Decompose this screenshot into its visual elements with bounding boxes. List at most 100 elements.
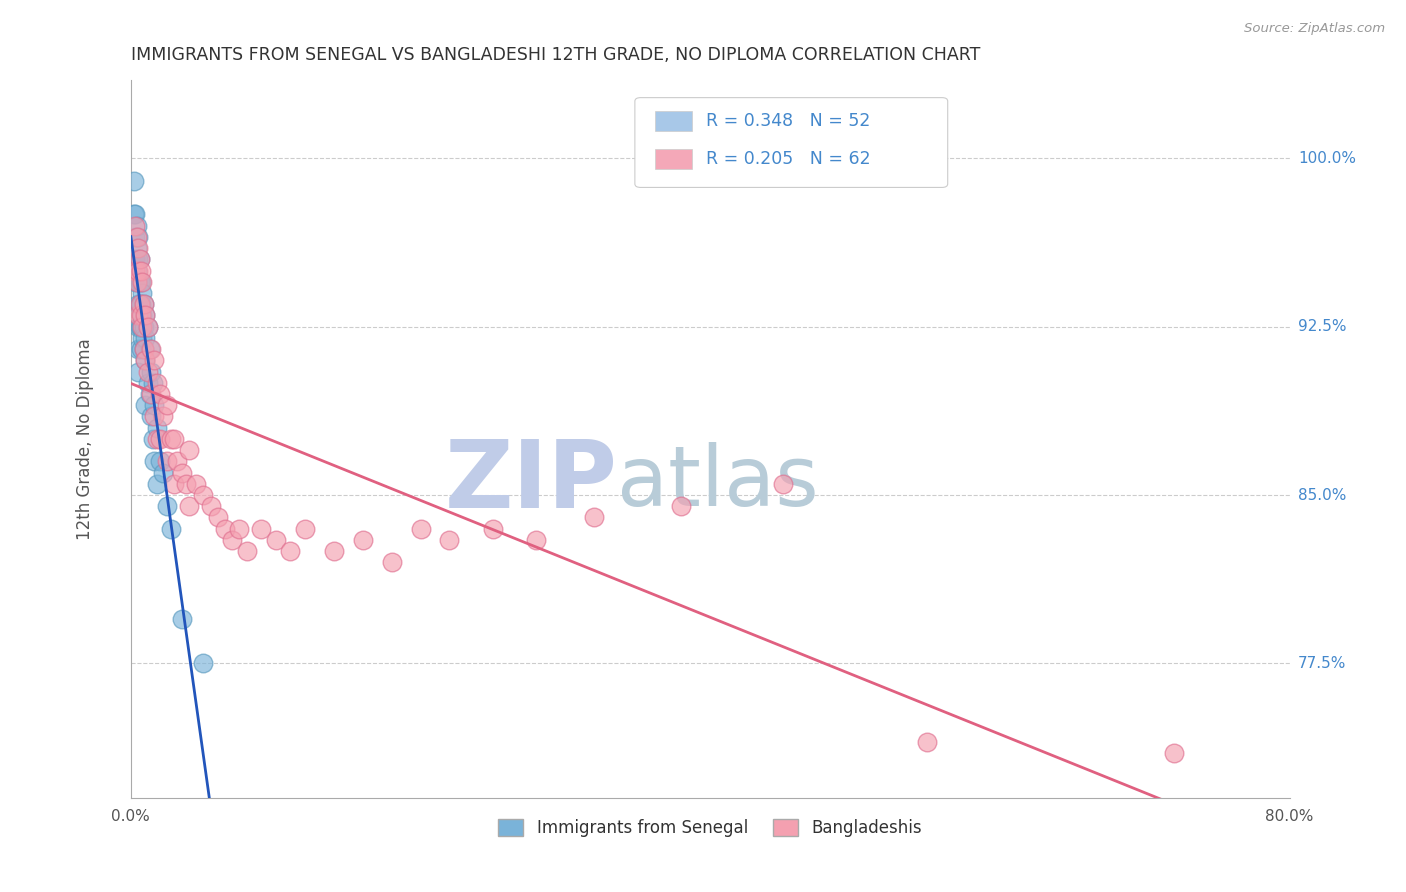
Point: [124, 207, 146, 221]
Text: 77.5%: 77.5%: [1298, 656, 1346, 671]
Point: [134, 331, 156, 345]
Point: [352, 533, 374, 547]
Point: [160, 522, 183, 536]
Point: [136, 365, 159, 379]
Text: ZIP: ZIP: [444, 436, 617, 528]
Point: [129, 297, 152, 311]
Text: atlas: atlas: [617, 442, 820, 523]
Point: [127, 365, 149, 379]
Point: [136, 376, 159, 390]
Point: [207, 510, 229, 524]
Point: [264, 533, 287, 547]
Point: [125, 230, 148, 244]
Point: [149, 454, 172, 468]
Point: [127, 275, 149, 289]
Point: [142, 376, 165, 390]
Point: [124, 275, 146, 289]
Text: IMMIGRANTS FROM SENEGAL VS BANGLADESHI 12TH GRADE, NO DIPLOMA CORRELATION CHART: IMMIGRANTS FROM SENEGAL VS BANGLADESHI 1…: [131, 46, 980, 64]
Point: [139, 409, 162, 424]
Point: [142, 432, 165, 446]
Text: 85.0%: 85.0%: [1298, 488, 1346, 502]
Point: [127, 252, 149, 267]
Text: 0.0%: 0.0%: [111, 809, 150, 824]
Point: [128, 252, 150, 267]
Point: [139, 365, 162, 379]
Point: [166, 454, 188, 468]
Point: [177, 500, 200, 514]
Point: [156, 500, 179, 514]
Point: [129, 263, 152, 277]
Point: [124, 219, 146, 233]
Text: 12th Grade, No Diploma: 12th Grade, No Diploma: [76, 338, 94, 540]
Point: [125, 241, 148, 255]
Point: [124, 252, 146, 267]
Point: [125, 263, 148, 277]
Legend: Immigrants from Senegal, Bangladeshis: Immigrants from Senegal, Bangladeshis: [492, 813, 928, 844]
Point: [122, 174, 145, 188]
Point: [143, 409, 166, 424]
Point: [146, 476, 169, 491]
Point: [170, 466, 193, 480]
Point: [131, 285, 153, 300]
Point: [228, 522, 250, 536]
Point: [138, 387, 160, 401]
Point: [146, 420, 169, 434]
Point: [124, 263, 146, 277]
Point: [134, 309, 156, 323]
Point: [139, 387, 162, 401]
Point: [1163, 746, 1185, 760]
Point: [149, 432, 172, 446]
Point: [146, 432, 169, 446]
Point: [221, 533, 243, 547]
Point: [136, 319, 159, 334]
Point: [146, 376, 169, 390]
Point: [136, 319, 159, 334]
Point: [671, 500, 693, 514]
FancyBboxPatch shape: [655, 112, 692, 131]
Point: [250, 522, 273, 536]
Point: [128, 319, 150, 334]
Point: [128, 297, 150, 311]
Point: [482, 522, 505, 536]
Point: [127, 297, 149, 311]
Point: [131, 309, 153, 323]
Point: [124, 230, 146, 244]
Point: [129, 319, 152, 334]
Point: [128, 252, 150, 267]
FancyBboxPatch shape: [655, 149, 692, 169]
Text: 100.0%: 100.0%: [1298, 151, 1355, 166]
Point: [134, 309, 156, 323]
Point: [439, 533, 461, 547]
Point: [772, 476, 794, 491]
Point: [125, 219, 148, 233]
Point: [131, 319, 153, 334]
Point: [294, 522, 316, 536]
Point: [132, 297, 155, 311]
Point: [278, 544, 301, 558]
Point: [125, 275, 148, 289]
Point: [524, 533, 547, 547]
Point: [177, 443, 200, 458]
Point: [156, 454, 179, 468]
Point: [149, 387, 172, 401]
Point: [139, 342, 162, 356]
FancyBboxPatch shape: [636, 97, 948, 187]
Point: [132, 319, 155, 334]
Point: [184, 476, 207, 491]
Point: [132, 342, 155, 356]
Point: [128, 297, 150, 311]
Text: Source: ZipAtlas.com: Source: ZipAtlas.com: [1244, 22, 1385, 36]
Point: [128, 275, 150, 289]
Point: [143, 398, 166, 412]
Point: [409, 522, 432, 536]
Text: R = 0.348   N = 52: R = 0.348 N = 52: [706, 112, 870, 130]
Point: [322, 544, 344, 558]
Point: [160, 432, 183, 446]
Point: [127, 342, 149, 356]
Point: [127, 319, 149, 334]
Point: [127, 309, 149, 323]
Point: [127, 263, 149, 277]
Point: [583, 510, 606, 524]
Point: [122, 207, 145, 221]
Point: [134, 353, 156, 368]
